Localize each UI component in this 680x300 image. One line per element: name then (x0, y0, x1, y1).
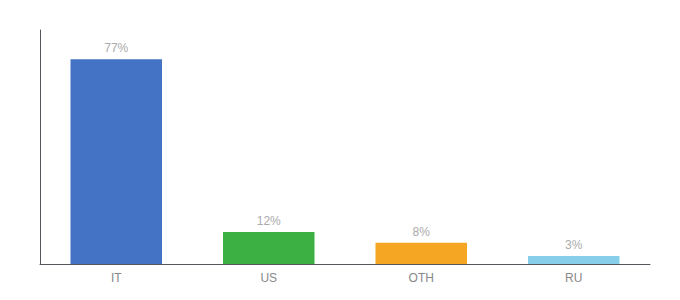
svg-text:US: US (260, 271, 277, 285)
svg-text:77%: 77% (104, 41, 128, 55)
svg-text:8%: 8% (413, 225, 431, 239)
svg-text:3%: 3% (565, 238, 583, 252)
svg-text:IT: IT (111, 271, 122, 285)
svg-text:12%: 12% (257, 214, 281, 228)
svg-text:OTH: OTH (409, 271, 434, 285)
svg-text:RU: RU (565, 271, 582, 285)
